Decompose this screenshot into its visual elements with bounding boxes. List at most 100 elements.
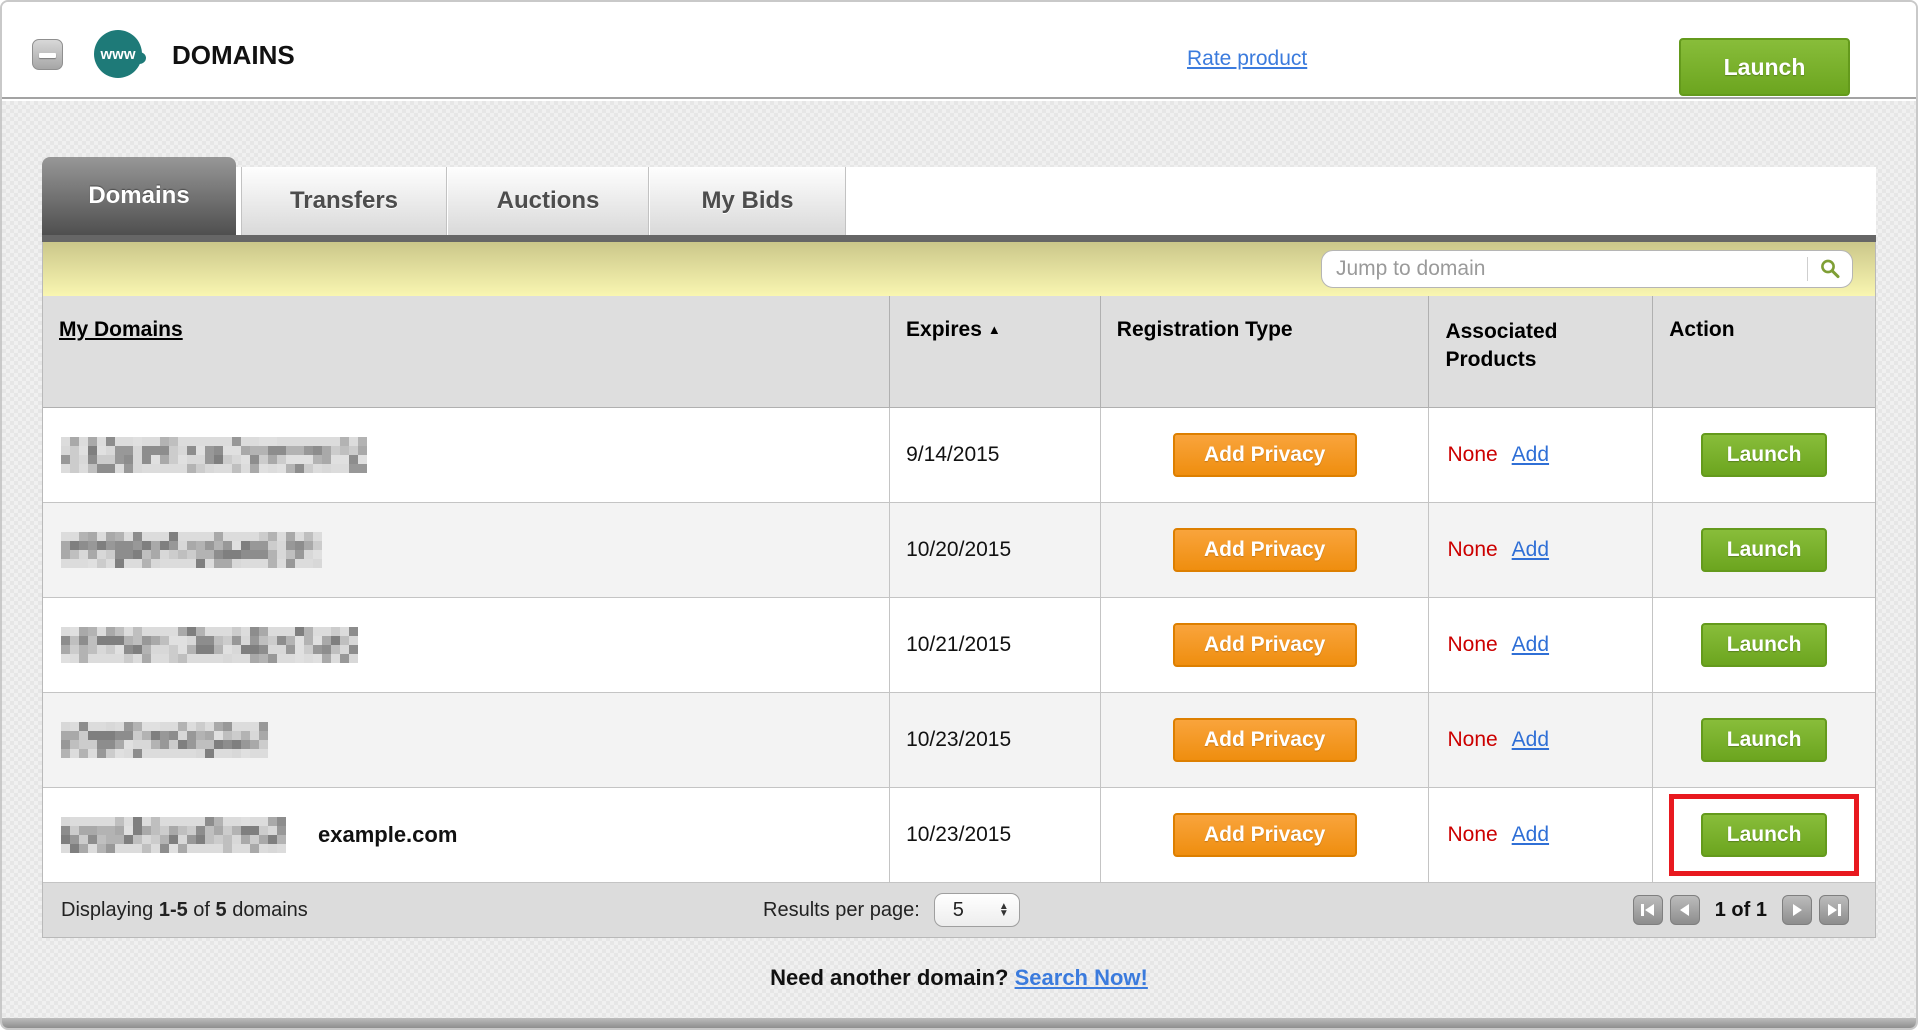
associated-none-label: None (1447, 728, 1498, 751)
action-cell: Launch (1652, 693, 1875, 787)
rate-product-link[interactable]: Rate product (1187, 47, 1308, 70)
results-per-page: Results per page: 5 ▲ ▼ (763, 893, 1633, 927)
jump-to-domain-box (1321, 250, 1853, 288)
tab-bar-divider (42, 235, 1876, 242)
expires-cell: 10/20/2015 (889, 503, 1100, 597)
tab-transfers[interactable]: Transfers (241, 167, 447, 235)
registration-type-cell: Add Privacy (1099, 598, 1429, 692)
collapse-icon[interactable] (32, 39, 63, 70)
domain-cell (43, 503, 889, 597)
action-cell: Launch (1652, 503, 1875, 597)
associated-none-label: None (1447, 538, 1498, 561)
registration-type-cell: Add Privacy (1099, 788, 1429, 882)
first-page-button[interactable] (1632, 895, 1663, 925)
redacted-domain-name (61, 817, 286, 853)
table-body: 9/14/2015 Add Privacy None Add Launch 10/20/2… (43, 408, 1875, 883)
column-header-associated-products: Associated Products (1428, 296, 1652, 407)
associated-add-link[interactable]: Add (1511, 633, 1550, 656)
domain-cell (43, 408, 889, 502)
associated-products-cell: None Add (1428, 408, 1652, 502)
need-domain-prompt: Need another domain? Search Now! (770, 965, 1148, 990)
associated-add-link[interactable]: Add (1511, 443, 1550, 466)
column-header-my-domains: My Domains (43, 296, 889, 407)
action-cell: Launch (1652, 788, 1875, 882)
my-domains-sort-link[interactable]: My Domains (59, 318, 183, 341)
table-header-row: My Domains Expires ▲ Registration Type As… (43, 296, 1875, 408)
associated-none-label: None (1447, 823, 1498, 846)
domain-cell (43, 598, 889, 692)
redacted-domain-name (61, 627, 358, 663)
search-input[interactable] (1322, 251, 1807, 287)
add-privacy-button[interactable]: Add Privacy (1172, 528, 1357, 572)
window-bottom-edge (2, 1018, 1916, 1028)
row-launch-button[interactable]: Launch (1701, 718, 1828, 762)
redacted-domain-name (61, 722, 268, 758)
associated-none-label: None (1447, 633, 1498, 656)
select-arrows-icon: ▲ ▼ (998, 901, 1009, 919)
table-row: 9/14/2015 Add Privacy None Add Launch (43, 408, 1875, 503)
highlight-red-box: Launch (1669, 794, 1860, 876)
add-privacy-button[interactable]: Add Privacy (1172, 623, 1357, 667)
expires-cell: 10/23/2015 (889, 693, 1100, 787)
page-status: 1 of 1 (1714, 898, 1767, 921)
table-footer: Displaying 1-5 of 5 domains Results per … (43, 883, 1875, 938)
app-header: www DOMAINS Rate product Launch (2, 2, 1916, 99)
table-row: 10/21/2015 Add Privacy None Add Launch (43, 598, 1875, 693)
tab-my-bids[interactable]: My Bids (650, 167, 846, 235)
associated-products-cell: None Add (1428, 598, 1652, 692)
previous-page-button[interactable] (1669, 895, 1700, 925)
header-launch-button[interactable]: Launch (1679, 38, 1850, 96)
displaying-status: Displaying 1-5 of 5 domains (61, 898, 308, 921)
row-launch-button[interactable]: Launch (1701, 813, 1828, 857)
search-bar (42, 242, 1876, 296)
domain-cell (43, 693, 889, 787)
domain-cell: example.com (43, 788, 889, 882)
expires-cell: 10/23/2015 (889, 788, 1100, 882)
sort-asc-icon: ▲ (987, 322, 1001, 337)
expires-cell: 10/21/2015 (889, 598, 1100, 692)
associated-products-cell: None Add (1428, 788, 1652, 882)
domain-annotation: example.com (318, 822, 458, 847)
column-header-registration-type: Registration Type (1099, 296, 1429, 407)
registration-type-cell: Add Privacy (1099, 503, 1429, 597)
redacted-domain-name (61, 532, 322, 568)
row-launch-button[interactable]: Launch (1701, 433, 1828, 477)
table-row: 10/20/2015 Add Privacy None Add Launch (43, 503, 1875, 598)
last-page-button[interactable] (1819, 895, 1849, 925)
associated-add-link[interactable]: Add (1511, 538, 1550, 561)
page-title: DOMAINS (172, 40, 295, 70)
www-domains-icon: www (94, 30, 146, 78)
associated-add-link[interactable]: Add (1511, 823, 1550, 846)
registration-type-cell: Add Privacy (1099, 408, 1429, 502)
search-icon[interactable] (1808, 251, 1852, 287)
domains-panel: Domains Transfers Auctions My Bids (42, 157, 1876, 938)
add-privacy-button[interactable]: Add Privacy (1172, 433, 1357, 477)
results-per-page-select[interactable]: 5 ▲ ▼ (933, 893, 1020, 927)
domains-table: My Domains Expires ▲ Registration Type As… (42, 296, 1876, 938)
results-per-page-label: Results per page: (763, 898, 920, 921)
associated-products-cell: None Add (1428, 693, 1652, 787)
action-cell: Launch (1652, 598, 1875, 692)
associated-none-label: None (1447, 443, 1498, 466)
next-page-button[interactable] (1782, 895, 1812, 925)
row-launch-button[interactable]: Launch (1701, 528, 1828, 572)
table-row: example.com 10/23/2015 Add Privacy None Add L… (43, 788, 1875, 883)
add-privacy-button[interactable]: Add Privacy (1172, 718, 1357, 762)
registration-type-cell: Add Privacy (1099, 693, 1429, 787)
search-divider (1807, 257, 1808, 281)
action-cell: Launch (1652, 408, 1875, 502)
tab-auctions[interactable]: Auctions (448, 167, 649, 235)
tab-bar: Domains Transfers Auctions My Bids (42, 157, 1876, 242)
column-header-expires: Expires ▲ (889, 296, 1100, 407)
redacted-domain-name (61, 437, 367, 473)
expires-cell: 9/14/2015 (889, 408, 1100, 502)
add-privacy-button[interactable]: Add Privacy (1172, 813, 1357, 857)
column-header-action: Action (1652, 296, 1875, 407)
associated-products-cell: None Add (1428, 503, 1652, 597)
associated-add-link[interactable]: Add (1511, 728, 1550, 751)
row-launch-button[interactable]: Launch (1701, 623, 1828, 667)
search-now-link[interactable]: Search Now! (1014, 965, 1148, 990)
pagination: 1 of 1 (1632, 895, 1875, 925)
tab-domains[interactable]: Domains (42, 157, 236, 235)
